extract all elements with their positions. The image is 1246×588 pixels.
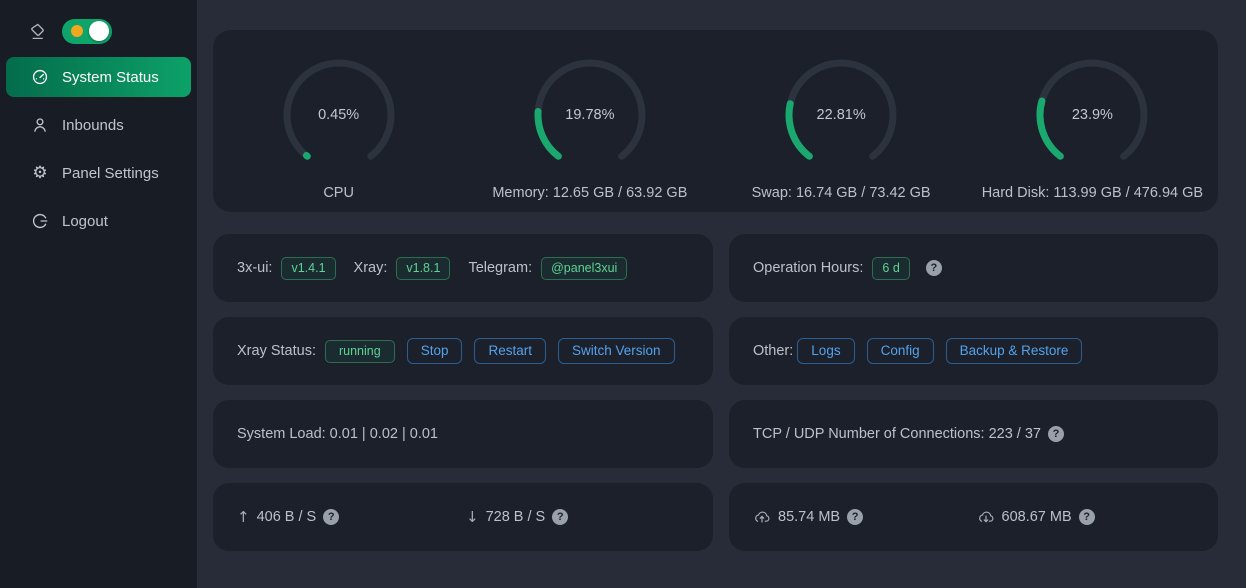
- arrow-up-icon: ↑: [237, 508, 250, 526]
- gauge-ring: 0.45%: [282, 58, 396, 172]
- backup-restore-button[interactable]: Backup & Restore: [945, 338, 1083, 364]
- sidebar-item-panel-settings[interactable]: ⚙ Panel Settings: [6, 153, 191, 193]
- other-label-group: Other:: [753, 343, 793, 359]
- sidebar-item-system-status[interactable]: System Status: [6, 57, 191, 97]
- question-icon[interactable]: ?: [552, 509, 569, 525]
- xray-version-tag[interactable]: v1.8.1: [396, 256, 451, 280]
- xray-version-group: Xray: v1.8.1: [353, 256, 451, 280]
- gauge-swap: 22.81% Swap: 16.74 GB / 73.42 GB: [716, 58, 967, 201]
- gauge-cpu: 0.45% CPU: [213, 58, 464, 201]
- telegram-tag[interactable]: @panel3xui: [541, 256, 628, 280]
- gauge-ring: 19.78%: [533, 58, 647, 172]
- xray-status-card: Xray Status: running Stop Restart Switch…: [213, 317, 713, 385]
- xui-version-group: 3x-ui: v1.4.1: [237, 256, 336, 280]
- xray-status-group: Xray Status: running: [237, 339, 395, 363]
- logs-button[interactable]: Logs: [797, 338, 855, 364]
- other-actions-card: Other: Logs Config Backup & Restore: [729, 317, 1218, 385]
- operation-hours-tag: 6 d: [872, 256, 910, 280]
- total-sent-value: 85.74 MB: [778, 509, 841, 525]
- sidebar-item-label: Panel Settings: [62, 164, 159, 182]
- total-sent-stat: 85.74 MB ?: [753, 508, 977, 526]
- cloud-upload-icon: [753, 508, 771, 526]
- net-total-card: 85.74 MB ? 608.67 MB ?: [729, 483, 1218, 551]
- theme-paint-icon: [28, 22, 47, 41]
- question-icon[interactable]: ?: [323, 509, 340, 525]
- upload-speed-stat: ↑ 406 B / S ?: [237, 508, 466, 526]
- operation-hours-group: Operation Hours: 6 d ?: [753, 256, 942, 280]
- connections-card: TCP / UDP Number of Connections: 223 / 3…: [729, 400, 1218, 468]
- connections-text: TCP / UDP Number of Connections: 223 / 3…: [753, 426, 1041, 442]
- gauge-percent: 0.45%: [318, 107, 360, 123]
- versions-card: 3x-ui: v1.4.1 Xray: v1.8.1 Telegram: @pa…: [213, 234, 713, 302]
- sidebar-item-inbounds[interactable]: Inbounds: [6, 105, 191, 145]
- net-speed-card: ↑ 406 B / S ? ↓ 728 B / S ?: [213, 483, 713, 551]
- system-load-card: System Load: 0.01 | 0.02 | 0.01: [213, 400, 713, 468]
- info-cards-grid: 3x-ui: v1.4.1 Xray: v1.8.1 Telegram: @pa…: [213, 234, 1246, 551]
- question-icon[interactable]: ?: [1048, 426, 1064, 442]
- config-button[interactable]: Config: [866, 338, 934, 364]
- operation-hours-card: Operation Hours: 6 d ?: [729, 234, 1218, 302]
- download-speed-value: 728 B / S: [485, 509, 546, 525]
- gauge-label: CPU: [323, 185, 354, 201]
- arrow-down-icon: ↓: [466, 508, 479, 526]
- telegram-label: Telegram:: [468, 260, 533, 276]
- question-icon[interactable]: ?: [847, 509, 864, 525]
- question-icon[interactable]: ?: [1078, 509, 1095, 525]
- xui-version-tag[interactable]: v1.4.1: [281, 256, 336, 280]
- switch-version-button[interactable]: Switch Version: [557, 338, 675, 364]
- gauge-label: Hard Disk: 113.99 GB / 476.94 GB: [981, 185, 1204, 201]
- dashboard-icon: [31, 68, 49, 86]
- total-received-stat: 608.67 MB ?: [977, 508, 1201, 526]
- gauge-label: Memory: 12.65 GB / 63.92 GB: [492, 185, 688, 201]
- xray-status-tag: running: [324, 339, 395, 363]
- toggle-knob: [89, 21, 109, 41]
- dark-theme-toggle[interactable]: [62, 18, 112, 44]
- gear-icon: ⚙: [32, 163, 48, 183]
- main-content: 0.45% CPU 19.78% Memory: 12.65 GB / 63.9…: [197, 0, 1246, 588]
- user-icon: [31, 116, 49, 134]
- gauge-memory: 19.78% Memory: 12.65 GB / 63.92 GB: [464, 58, 715, 201]
- operation-hours-label: Operation Hours:: [753, 260, 864, 276]
- sidebar-item-logout[interactable]: Logout: [6, 201, 191, 241]
- sidebar-item-label: Logout: [62, 212, 108, 230]
- stop-button[interactable]: Stop: [406, 338, 463, 364]
- gauge-label: Swap: 16.74 GB / 73.42 GB: [751, 185, 931, 201]
- system-gauges-card: 0.45% CPU 19.78% Memory: 12.65 GB / 63.9…: [213, 30, 1218, 212]
- sidebar-menu: System Status Inbounds ⚙ Panel Settings: [0, 46, 197, 241]
- logout-icon: [31, 212, 49, 230]
- gauge-hard-disk: 23.9% Hard Disk: 113.99 GB / 476.94 GB: [967, 58, 1218, 201]
- gauge-percent: 22.81%: [816, 107, 866, 123]
- gauge-percent: 23.9%: [1071, 107, 1113, 123]
- xray-version-label: Xray:: [353, 260, 388, 276]
- restart-button[interactable]: Restart: [474, 338, 546, 364]
- sidebar-item-label: System Status: [62, 68, 159, 86]
- sidebar-item-label: Inbounds: [62, 116, 124, 134]
- theme-toggle-row: [0, 0, 197, 46]
- sun-dot-icon: [71, 25, 83, 37]
- cloud-download-icon: [977, 508, 995, 526]
- gauge-percent: 19.78%: [565, 107, 615, 123]
- question-icon[interactable]: ?: [925, 260, 942, 276]
- xui-version-label: 3x-ui:: [237, 260, 273, 276]
- system-load-text: System Load: 0.01 | 0.02 | 0.01: [237, 426, 438, 442]
- telegram-group: Telegram: @panel3xui: [468, 256, 628, 280]
- gauge-ring: 23.9%: [1035, 58, 1149, 172]
- download-speed-stat: ↓ 728 B / S ?: [466, 508, 695, 526]
- sidebar: System Status Inbounds ⚙ Panel Settings: [0, 0, 197, 588]
- gauge-ring: 22.81%: [784, 58, 898, 172]
- other-label: Other:: [753, 343, 794, 359]
- total-received-value: 608.67 MB: [1001, 509, 1072, 525]
- xray-status-label: Xray Status:: [237, 343, 316, 359]
- upload-speed-value: 406 B / S: [256, 509, 317, 525]
